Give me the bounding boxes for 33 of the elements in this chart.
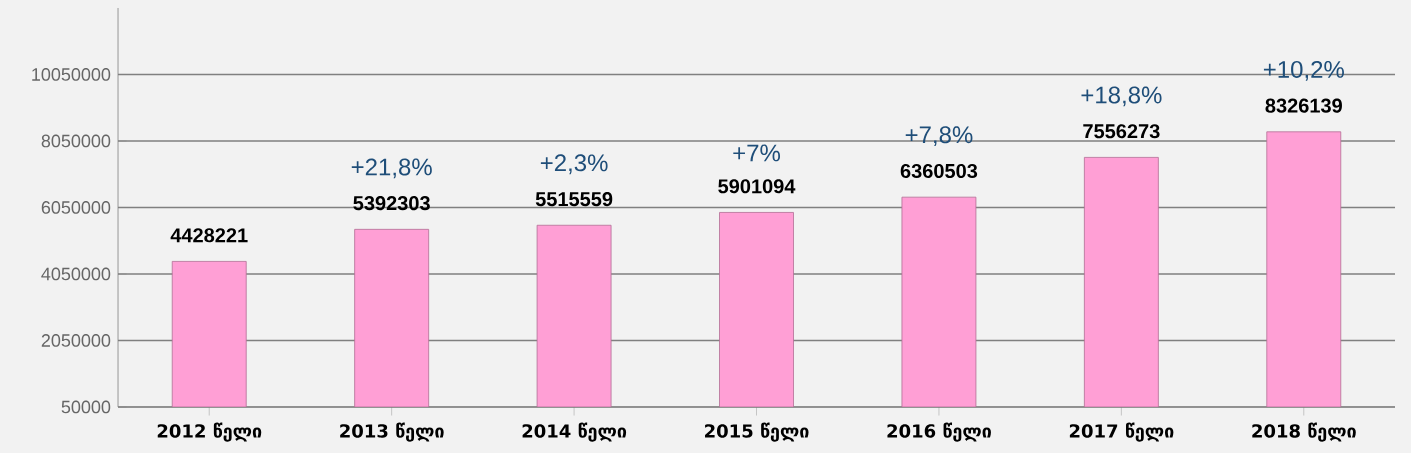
x-tick-label: 2016 წელი xyxy=(887,422,991,442)
data-label: 8326139 xyxy=(1265,98,1342,113)
x-tick-label: 2015 წელი xyxy=(705,422,809,442)
bar xyxy=(719,212,794,407)
data-label: 5901094 xyxy=(718,179,796,194)
data-label: 6360503 xyxy=(900,163,978,179)
y-tick-label: 2050000 xyxy=(41,334,111,347)
annotation: +18,8% xyxy=(1081,86,1162,107)
bar xyxy=(1266,131,1342,407)
data-label: 5392303 xyxy=(353,196,430,211)
bar xyxy=(354,228,430,407)
bar xyxy=(536,224,612,407)
y-tick-label: 10050000 xyxy=(32,68,111,81)
annotation: +2,3% xyxy=(540,154,608,175)
y-tick-label: 4050000 xyxy=(41,267,111,281)
annotation: +10,2% xyxy=(1263,60,1344,81)
annotation: +7,8% xyxy=(905,126,973,147)
bar xyxy=(901,196,977,407)
data-label: 7556273 xyxy=(1083,124,1160,139)
bar xyxy=(1083,157,1159,407)
y-tick-label: 6050000 xyxy=(41,201,111,214)
data-label: 4428221 xyxy=(170,228,248,243)
bar xyxy=(171,261,247,407)
y-tick-label: 8050000 xyxy=(41,134,111,148)
y-tick-label: 50000 xyxy=(61,400,111,414)
x-tick-label: 2012 წელი xyxy=(157,422,262,442)
x-tick-label: 2017 წელი xyxy=(1069,422,1174,442)
x-tick-label: 2014 წელი xyxy=(522,422,627,442)
x-tick-label: 2018 წელი xyxy=(1252,422,1356,442)
data-label: 5515559 xyxy=(535,192,613,207)
x-tick-label: 2013 წელი xyxy=(340,422,444,442)
annotation: +7% xyxy=(733,144,780,162)
annotation: +21,8% xyxy=(351,158,432,179)
